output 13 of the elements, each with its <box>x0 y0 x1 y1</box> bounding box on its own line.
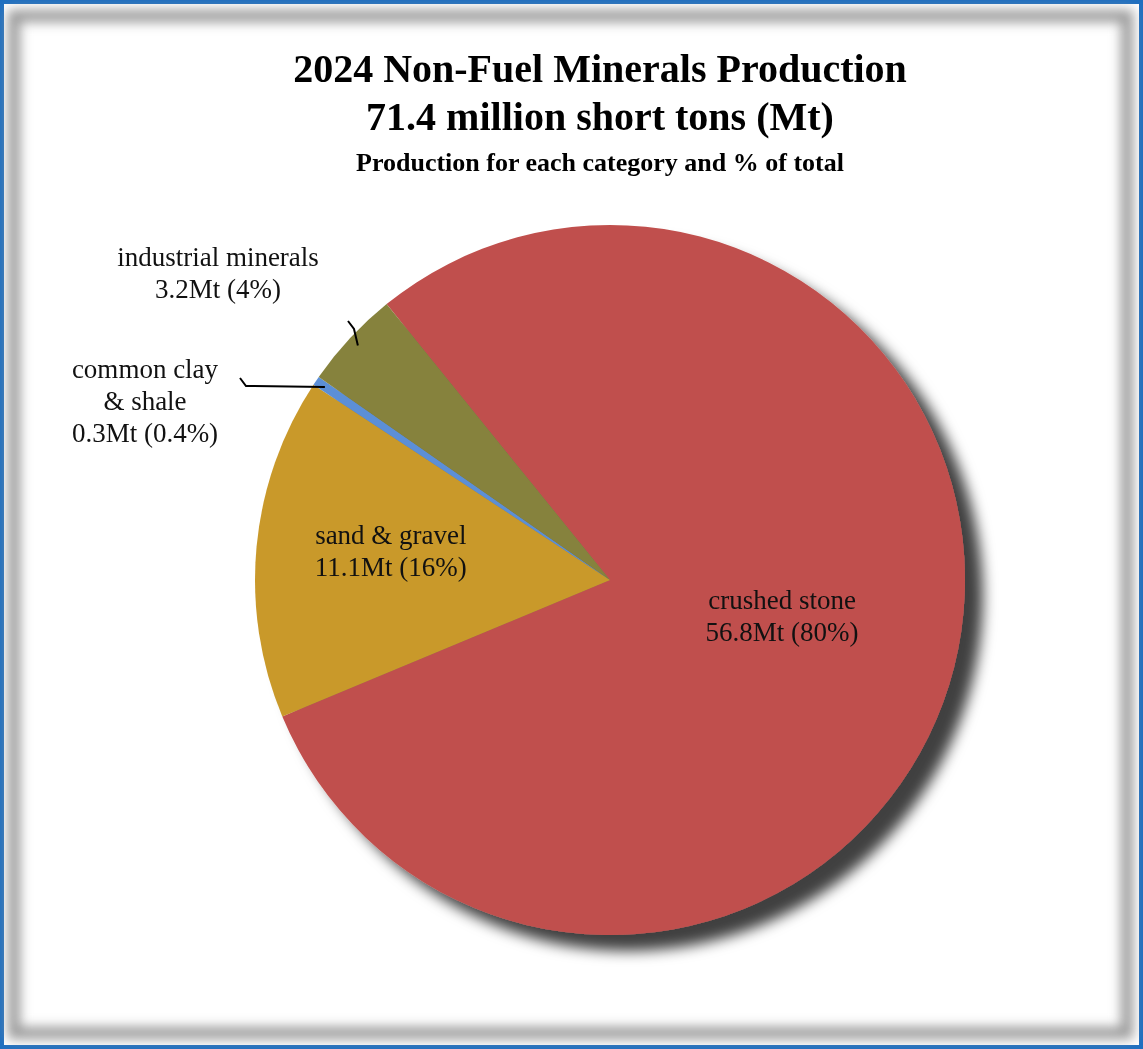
text: Production for each category and % of total <box>356 148 844 177</box>
data-label: 0.3Mt (0.4%) <box>71 418 219 448</box>
data-label: 56.8Mt (80%) <box>705 616 859 647</box>
slice-label: common clay & shale <box>71 354 219 416</box>
slice-label: sand & gravel <box>315 520 467 551</box>
data-label: 11.1Mt (16%) <box>314 552 467 583</box>
slice-label: crushed stone <box>708 584 856 615</box>
pie-slice <box>255 384 610 717</box>
data-label: 3.2Mt (4%) <box>155 274 281 304</box>
slice-label: industrial minerals <box>117 242 319 272</box>
chart-subtitle: 71.4 million short tons (Mt) <box>366 94 834 139</box>
pie-slice <box>318 304 610 580</box>
chart-title: 2024 Non-Fuel Minerals Production <box>293 46 907 91</box>
